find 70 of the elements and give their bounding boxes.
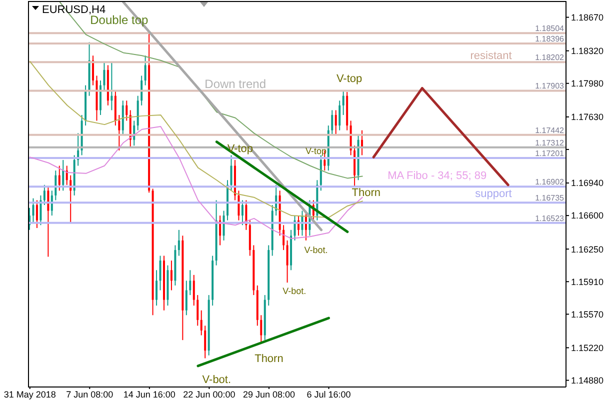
y-tick-label: 1.18320 bbox=[571, 46, 604, 56]
candlestick bbox=[230, 154, 232, 192]
candlestick bbox=[126, 100, 128, 122]
candlestick bbox=[36, 200, 38, 228]
ref-line-label: 1.17903 bbox=[535, 82, 565, 91]
candlestick bbox=[338, 100, 341, 131]
ref-line-label: 1.16735 bbox=[535, 194, 565, 203]
candlestick bbox=[334, 110, 337, 136]
x-tick-label: 7 Jun 08:00 bbox=[66, 389, 114, 400]
annotation: Thorn bbox=[352, 187, 380, 199]
candlestick bbox=[192, 274, 195, 306]
candlestick bbox=[58, 165, 60, 192]
candlestick bbox=[204, 325, 206, 359]
annotation: MA Fibo - 34; 55; 89 bbox=[388, 170, 487, 182]
candlestick bbox=[47, 185, 50, 258]
annotation: V-top bbox=[336, 73, 362, 85]
x-tick-label: 22 Jun 00:00 bbox=[183, 389, 236, 400]
candlestick bbox=[189, 270, 192, 296]
candlestick bbox=[241, 200, 244, 226]
y-tick-label: 1.15910 bbox=[571, 276, 604, 287]
annotation: V-top bbox=[227, 143, 254, 155]
y-tick-label: 1.16940 bbox=[571, 178, 604, 188]
y-tick-label: 1.18670 bbox=[571, 12, 604, 22]
ref-line-label: 1.18396 bbox=[535, 34, 565, 44]
candlestick bbox=[196, 294, 199, 326]
ref-line-label: 1.16902 bbox=[535, 178, 565, 187]
candlestick bbox=[331, 110, 334, 136]
candlestick bbox=[286, 240, 288, 284]
annotation: V-top bbox=[306, 146, 327, 156]
candlestick bbox=[62, 160, 64, 192]
ref-line-label: 1.18504 bbox=[535, 24, 565, 34]
annotation: V-bot. bbox=[282, 286, 306, 296]
annotation: Thorn bbox=[254, 353, 284, 365]
y-tick-label: 1.14880 bbox=[571, 375, 604, 386]
candlestick bbox=[40, 194, 42, 226]
candlestick bbox=[170, 260, 172, 291]
candlestick bbox=[110, 62, 113, 111]
candlestick bbox=[260, 314, 262, 342]
candlestick bbox=[159, 255, 162, 291]
candlestick bbox=[185, 280, 188, 316]
annotation: V-bot. bbox=[202, 374, 232, 386]
candlestick bbox=[103, 62, 106, 91]
ref-line-label: 1.17201 bbox=[535, 148, 565, 158]
x-tick-label: 31 May 2018 bbox=[4, 389, 56, 400]
candlestick bbox=[178, 229, 180, 256]
annotation: Double top bbox=[90, 13, 149, 27]
ref-line-label: 1.18202 bbox=[535, 53, 565, 62]
candlestick bbox=[32, 198, 34, 223]
candlestick bbox=[342, 90, 344, 116]
candlestick bbox=[118, 114, 120, 151]
ref-line-label: 1.16523 bbox=[535, 214, 565, 223]
ref-line-label: 1.17312 bbox=[535, 138, 565, 148]
y-tick-label: 1.16250 bbox=[571, 244, 604, 254]
y-tick-label: 1.17980 bbox=[571, 78, 604, 89]
x-tick-label: 6 Jul 16:00 bbox=[306, 389, 351, 400]
candlestick bbox=[156, 270, 158, 306]
ref-line-label: 1.17442 bbox=[535, 126, 565, 135]
candlestick bbox=[200, 310, 202, 336]
y-tick-label: 1.15220 bbox=[571, 342, 604, 353]
candlestick bbox=[43, 184, 46, 206]
annotation: support bbox=[475, 188, 512, 200]
x-tick-label: 29 Jun 08:00 bbox=[242, 389, 296, 400]
y-tick-label: 1.15570 bbox=[571, 309, 604, 320]
annotation: resistant bbox=[470, 50, 512, 62]
y-tick-label: 1.17630 bbox=[571, 112, 604, 122]
y-tick-label: 1.16600 bbox=[571, 210, 604, 221]
annotation: V-bot. bbox=[304, 245, 328, 255]
x-tick-label: 14 Jun 16:00 bbox=[123, 389, 176, 400]
annotation: Down trend bbox=[204, 77, 266, 91]
candlestick bbox=[144, 55, 146, 86]
